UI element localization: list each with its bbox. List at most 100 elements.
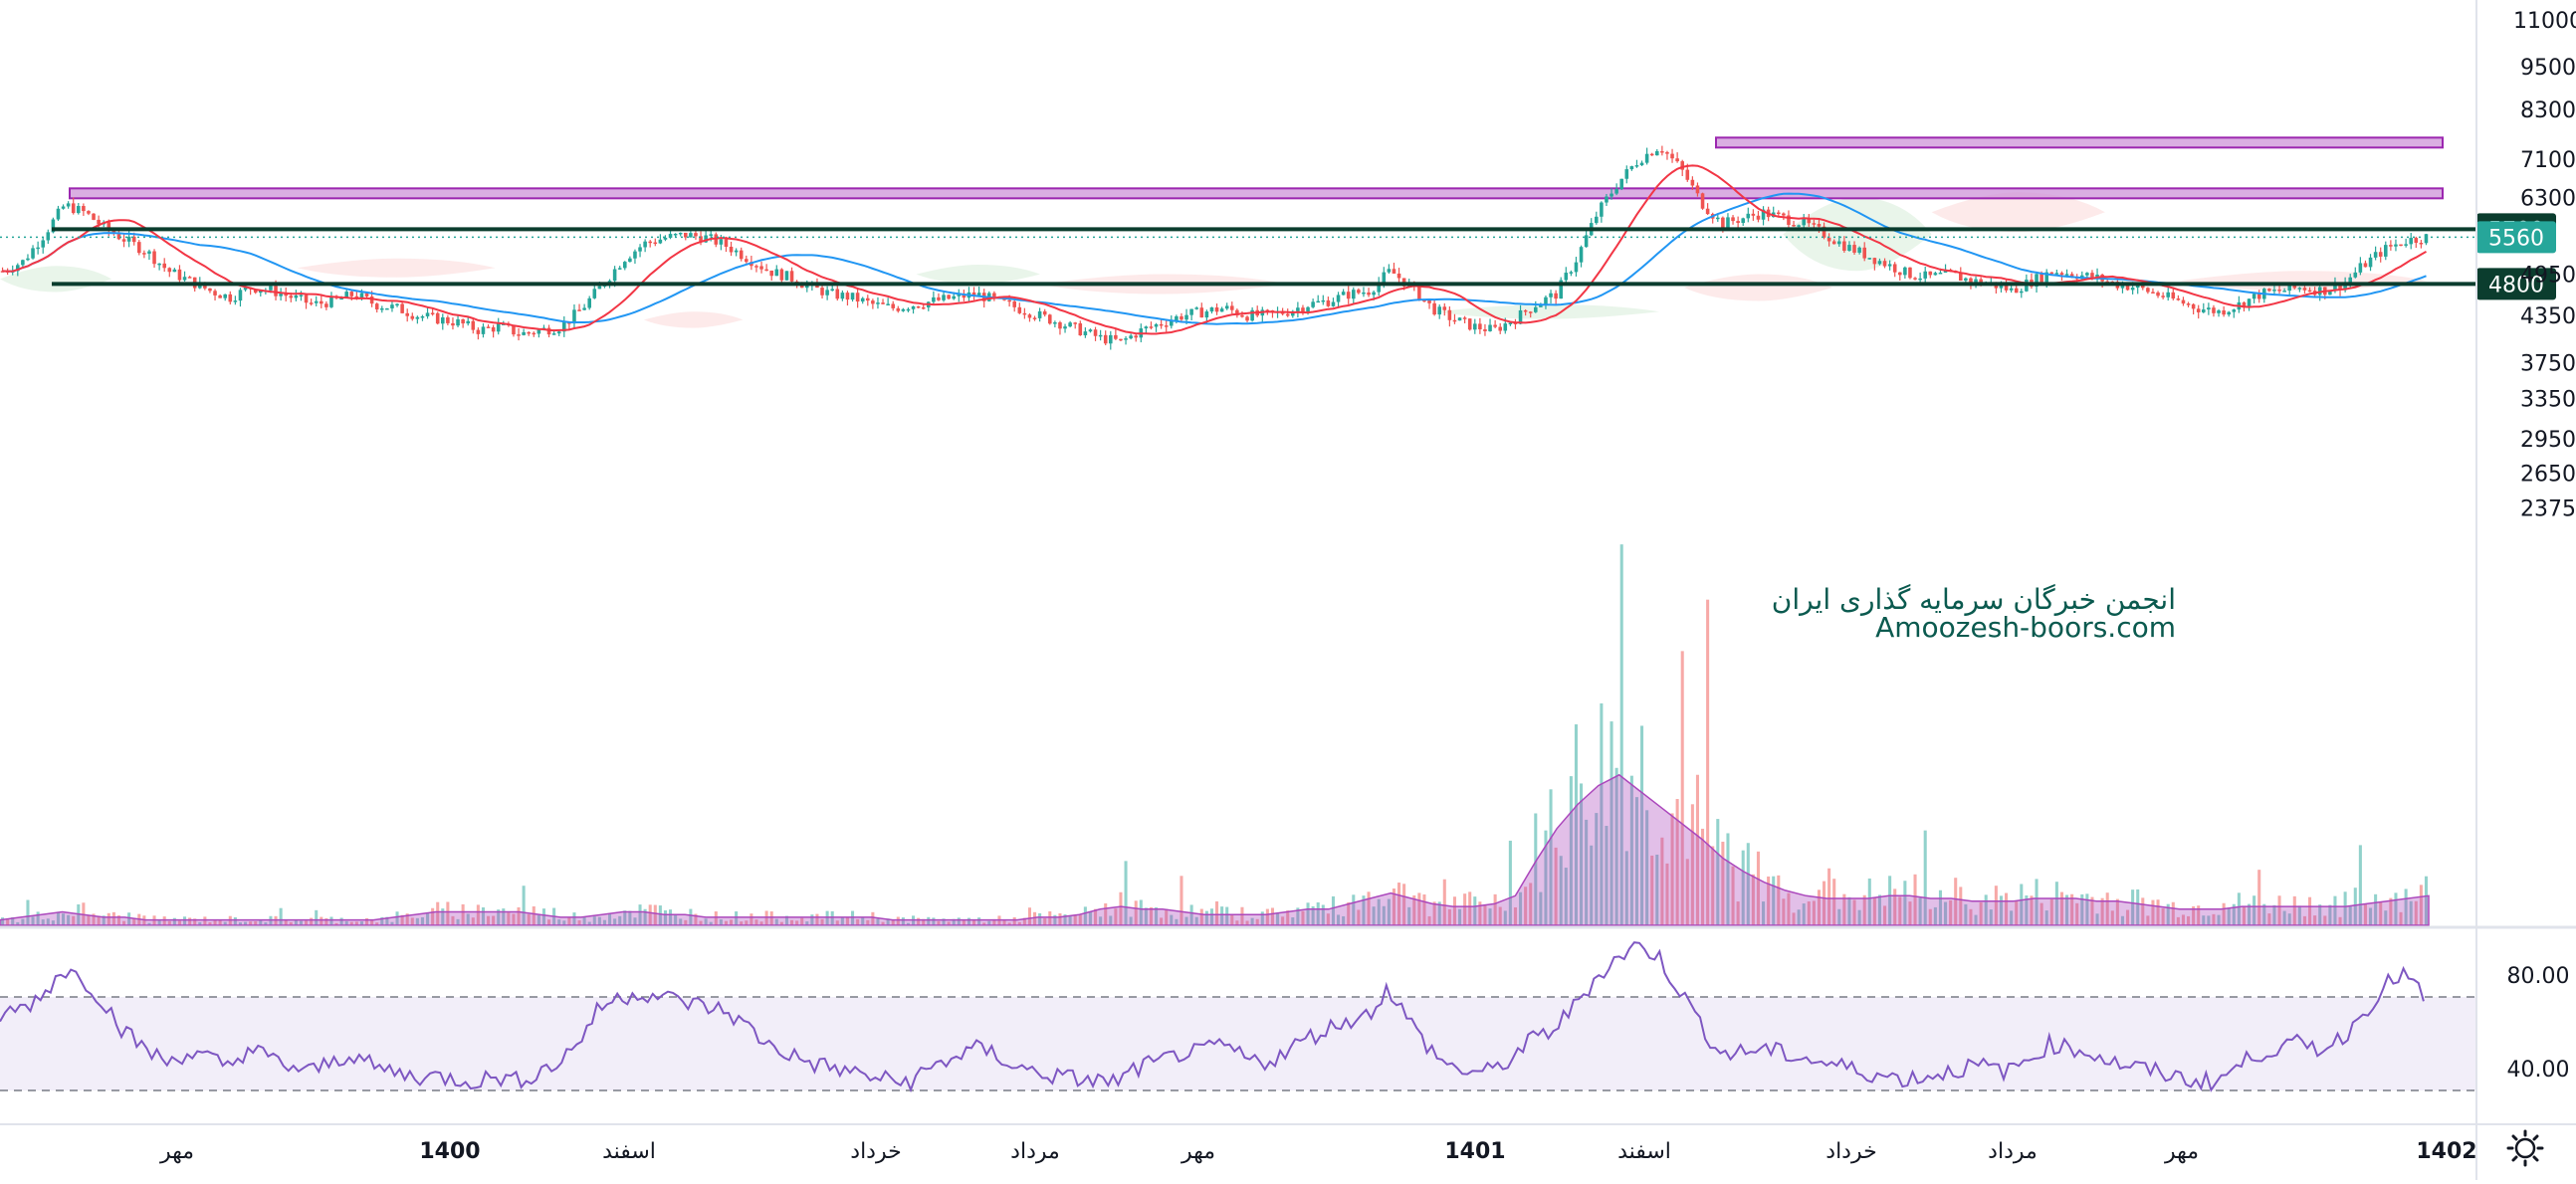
volume-bar xyxy=(1250,917,1254,925)
candle-body xyxy=(167,268,172,273)
candle-body xyxy=(2069,274,2074,278)
volume-bar xyxy=(1007,922,1011,925)
candle-body xyxy=(1842,241,1846,252)
volume-bar xyxy=(2308,896,2312,925)
volume-bar xyxy=(1170,914,1174,925)
candle-body xyxy=(2287,284,2291,292)
candle-body xyxy=(385,307,389,310)
volume-bar xyxy=(1458,908,1462,925)
volume-bar xyxy=(1296,907,1300,925)
candle-body xyxy=(1396,273,1401,279)
candle-body xyxy=(789,271,794,282)
volume-bar xyxy=(2075,902,2079,925)
volume-bar xyxy=(2146,915,2150,925)
volume-bar xyxy=(719,919,723,925)
candle-body xyxy=(517,334,521,336)
candle-body xyxy=(653,242,658,245)
candle-body xyxy=(162,263,166,269)
gear-icon[interactable] xyxy=(2506,1129,2544,1167)
candle-body xyxy=(1336,295,1341,302)
candle-body xyxy=(329,296,333,307)
volume-bar xyxy=(107,912,110,925)
volume-bar xyxy=(111,911,115,925)
candle-body xyxy=(932,296,936,302)
candle-body xyxy=(2090,273,2094,279)
volume-bar xyxy=(1580,783,1584,925)
candle-body xyxy=(2191,303,2196,309)
candle-body xyxy=(1437,306,1441,315)
candle-body xyxy=(556,331,561,334)
candle-body xyxy=(729,247,734,253)
candle-body xyxy=(582,307,586,310)
volume-bar xyxy=(1367,891,1371,925)
resistance-zone xyxy=(1715,136,2444,149)
volume-bar xyxy=(1600,702,1604,925)
volume-bar xyxy=(334,922,338,925)
volume-bar xyxy=(390,921,394,925)
volume-bar xyxy=(2054,882,2058,925)
candle-body xyxy=(1265,309,1270,311)
volume-bar xyxy=(2136,888,2140,925)
volume-bar xyxy=(669,909,673,925)
volume-bar xyxy=(2419,885,2423,925)
candle-body xyxy=(177,269,182,281)
volume-bar xyxy=(2105,892,2109,925)
candle-body xyxy=(2297,288,2302,290)
volume-bar xyxy=(2035,879,2039,925)
candle-body xyxy=(1751,213,1756,216)
candle-body xyxy=(719,239,724,245)
volume-bar xyxy=(608,913,612,925)
volume-bar xyxy=(1204,910,1208,925)
volume-bar xyxy=(2394,892,2398,925)
volume-bar xyxy=(1427,915,1431,925)
candle-body xyxy=(1245,316,1249,321)
candle-body xyxy=(1093,329,1098,336)
candle-body xyxy=(1180,315,1183,320)
candle-body xyxy=(1422,299,1426,302)
volume-bar xyxy=(987,920,991,925)
candle-body xyxy=(1017,306,1022,313)
candle-body xyxy=(1892,264,1897,273)
candle-body xyxy=(435,312,440,324)
volume-bar xyxy=(1468,891,1472,925)
ichimoku-cloud-segment xyxy=(1783,197,1932,272)
candle-body xyxy=(1326,299,1331,306)
volume-bar xyxy=(1685,859,1689,925)
volume-bar xyxy=(1129,916,1133,925)
candle-body xyxy=(1736,221,1740,224)
volume-bar xyxy=(487,915,491,925)
candle-body xyxy=(1214,306,1219,312)
candle-body xyxy=(1285,313,1290,316)
candle-body xyxy=(689,233,693,238)
candle-body xyxy=(1928,271,1933,276)
candle-body xyxy=(739,250,744,260)
volume-bar xyxy=(380,916,384,925)
volume-bar xyxy=(67,914,71,925)
candle-body xyxy=(218,295,222,298)
volume-bar xyxy=(1655,854,1659,925)
candle-body xyxy=(238,290,243,301)
volume-bar xyxy=(866,919,870,925)
candle-body xyxy=(1787,215,1791,226)
volume-bar xyxy=(2161,907,2165,925)
candle-body xyxy=(1518,309,1523,324)
volume-bar xyxy=(324,917,328,925)
candle-body xyxy=(1959,273,1963,282)
volume-bar xyxy=(188,917,192,925)
volume-bar xyxy=(1746,843,1750,925)
candle-body xyxy=(577,309,581,311)
candle-body xyxy=(1726,217,1730,228)
rsi-tick-label: 80.00 xyxy=(2507,964,2570,989)
candle-body xyxy=(845,293,850,300)
candle-body xyxy=(142,253,146,255)
volume-bar xyxy=(947,921,951,925)
volume-bar xyxy=(2399,911,2403,925)
volume-bar xyxy=(2333,895,2337,925)
volume-ma-area xyxy=(0,773,2430,926)
volume-bar xyxy=(2323,915,2327,925)
volume-bar xyxy=(582,916,586,925)
volume-bar xyxy=(1377,898,1381,925)
volume-bar xyxy=(451,915,455,925)
